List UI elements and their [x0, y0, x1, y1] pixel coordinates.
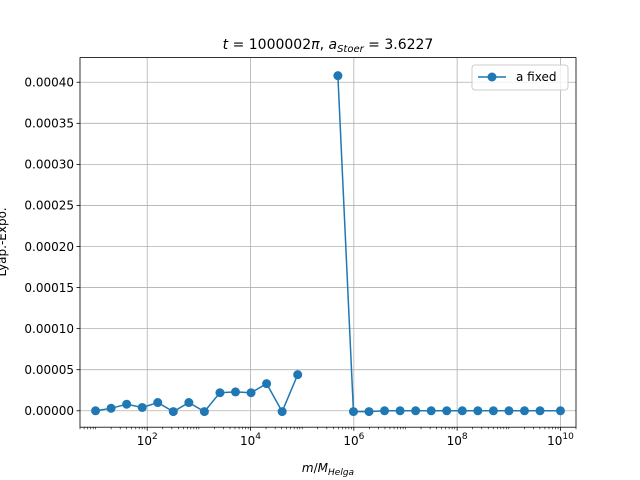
y-tick-label: 0.00030: [24, 158, 74, 172]
legend-marker-swatch: [487, 72, 497, 82]
y-tick-label: 0.00020: [24, 240, 74, 254]
y-tick-label: 0.00000: [24, 404, 74, 418]
y-tick-label: 0.00035: [24, 117, 74, 131]
data-point: [473, 406, 483, 416]
data-point: [91, 406, 101, 416]
data-point: [106, 403, 116, 413]
legend-box: [471, 64, 569, 91]
series-layer: [91, 71, 565, 417]
data-point: [246, 388, 256, 398]
data-point: [519, 406, 529, 416]
xlabel-slash: /: [314, 461, 319, 475]
data-point: [122, 399, 132, 409]
chart-title: t = 1000002π, aStoer = 3.6227: [223, 37, 434, 55]
data-point: [535, 406, 545, 416]
x-tick-label: 104: [240, 432, 261, 448]
title-t-symbol: t: [223, 37, 229, 53]
legend-label: a fixed: [516, 70, 556, 84]
title-time-value: = 1000002: [233, 37, 312, 53]
xlabel-M: M: [318, 461, 329, 475]
plot-frame: [79, 57, 577, 428]
title-a-value: = 3.6227: [364, 37, 434, 53]
data-point: [488, 406, 498, 416]
data-point: [184, 398, 194, 408]
legend: a fixed: [471, 64, 569, 91]
y-ticks: 0.00000 0.00005 0.00010 0.00015 0.00020 0.000…: [24, 76, 80, 418]
grid-layer: [80, 57, 576, 428]
data-point: [442, 406, 452, 416]
x-ticks: 102 104 106 108 1010: [79, 427, 577, 448]
title-stoer-subscript: Stoer: [337, 44, 365, 55]
y-axis-label: Lyap.-Expo.: [0, 207, 9, 276]
data-point: [555, 406, 565, 416]
xlabel-helga-subscript: Helga: [328, 468, 354, 478]
data-point: [395, 406, 405, 416]
y-tick-label: 0.00025: [24, 199, 74, 213]
data-point: [137, 402, 147, 412]
title-separator: ,: [320, 37, 329, 53]
title-a-symbol: a: [328, 37, 337, 53]
data-point: [504, 406, 514, 416]
y-tick-label: 0.00040: [24, 76, 74, 90]
data-point: [199, 407, 209, 417]
data-point: [262, 379, 272, 389]
x-axis-label: m/MHelga: [302, 461, 354, 478]
y-tick-label: 0.00015: [24, 281, 74, 295]
x-tick-label: 1010: [547, 432, 574, 448]
data-point: [215, 388, 225, 398]
data-point: [364, 407, 374, 417]
data-point: [348, 407, 358, 417]
data-point: [457, 406, 467, 416]
data-point: [293, 370, 303, 380]
data-point: [230, 387, 240, 397]
data-point: [411, 406, 421, 416]
xlabel-m: m: [302, 461, 314, 475]
data-point: [426, 406, 436, 416]
x-tick-label: 102: [137, 432, 158, 448]
title-pi-symbol: π: [311, 37, 320, 53]
data-point: [380, 406, 390, 416]
x-tick-label: 106: [343, 432, 364, 448]
y-tick-label: 0.00010: [24, 322, 74, 336]
x-tick-label: 108: [447, 432, 468, 448]
data-point: [153, 398, 163, 408]
data-point: [277, 407, 287, 417]
data-point: [168, 407, 178, 417]
data-point: [333, 71, 343, 81]
y-tick-label: 0.00005: [24, 363, 74, 377]
